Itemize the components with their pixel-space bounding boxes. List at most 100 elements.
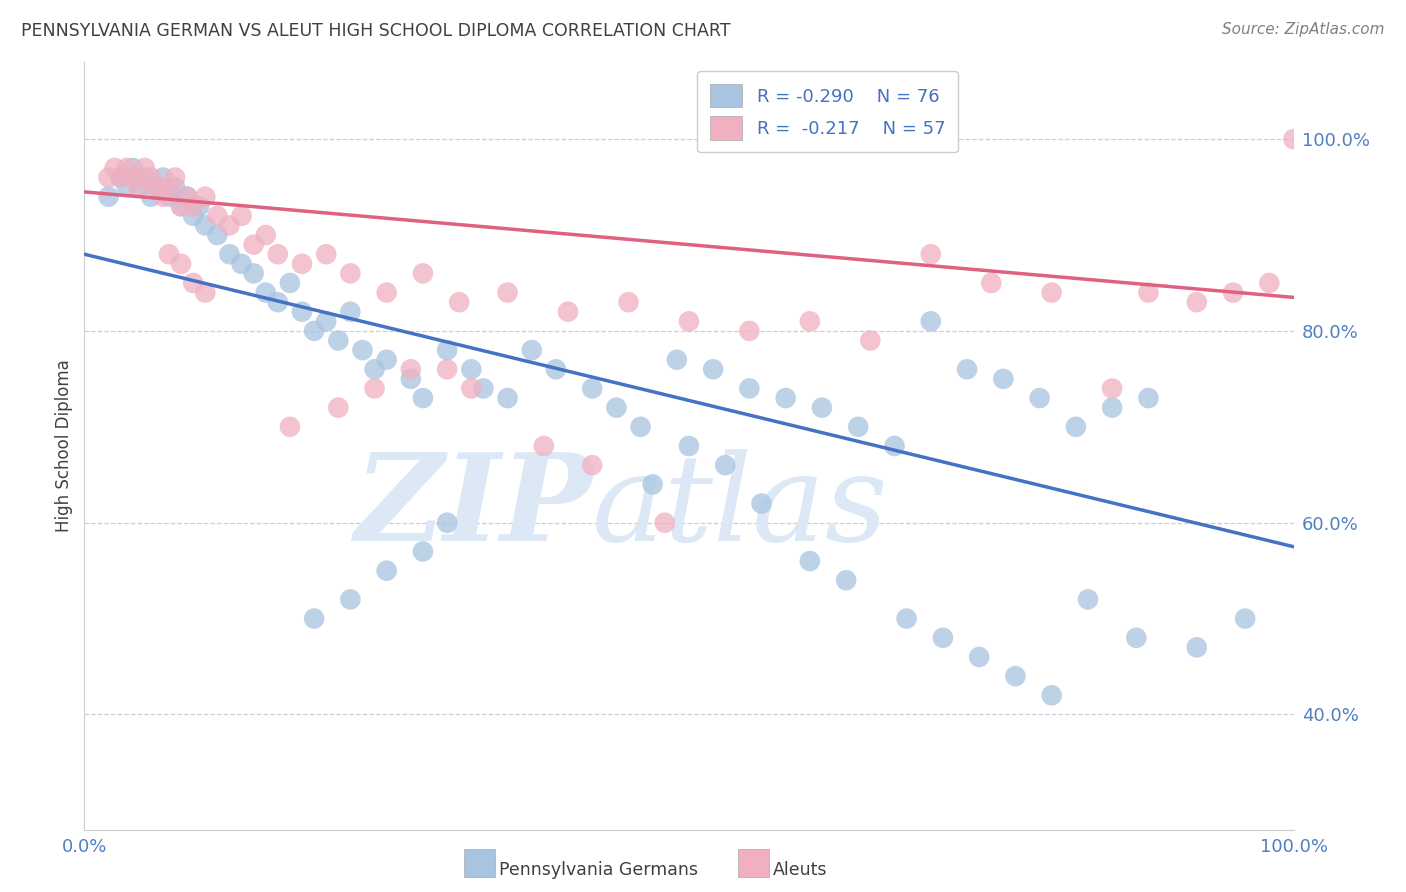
Point <box>181 199 204 213</box>
Point <box>617 295 640 310</box>
Point <box>896 612 918 626</box>
Point <box>291 257 314 271</box>
Point <box>520 343 543 358</box>
Point <box>328 401 350 415</box>
Point <box>1101 382 1123 396</box>
Point <box>267 247 290 261</box>
Point <box>152 190 174 204</box>
Point <box>194 219 217 233</box>
Point <box>157 180 180 194</box>
Point <box>375 352 398 367</box>
Point <box>605 401 627 415</box>
Point <box>799 314 821 328</box>
Point <box>1125 631 1147 645</box>
Text: Aleuts: Aleuts <box>773 861 828 879</box>
Point <box>134 161 156 175</box>
Point <box>207 209 229 223</box>
Text: atlas: atlas <box>592 449 889 566</box>
Point <box>920 314 942 328</box>
Point <box>157 247 180 261</box>
Point <box>399 372 422 386</box>
Point <box>339 592 361 607</box>
Point <box>165 180 187 194</box>
Point <box>436 516 458 530</box>
Point <box>496 391 519 405</box>
Point <box>146 180 169 194</box>
Point <box>436 362 458 376</box>
Point <box>472 382 495 396</box>
Point <box>302 612 325 626</box>
Point <box>242 237 264 252</box>
Point <box>654 516 676 530</box>
Point <box>920 247 942 261</box>
Point <box>846 420 869 434</box>
Point <box>339 266 361 280</box>
Point <box>267 295 290 310</box>
Point <box>665 352 688 367</box>
Point <box>496 285 519 300</box>
Point <box>121 170 143 185</box>
Point <box>436 343 458 358</box>
Point <box>278 276 301 290</box>
Point <box>115 180 138 194</box>
Point <box>544 362 567 376</box>
Point <box>1040 689 1063 703</box>
Point <box>835 574 858 588</box>
Point <box>980 276 1002 290</box>
Point <box>399 362 422 376</box>
Point <box>581 382 603 396</box>
Point <box>115 161 138 175</box>
Point <box>207 228 229 243</box>
Point <box>218 219 240 233</box>
FancyBboxPatch shape <box>738 849 769 877</box>
Point <box>1185 640 1208 655</box>
Point <box>254 285 277 300</box>
Point <box>139 190 162 204</box>
Point <box>170 199 193 213</box>
Point <box>315 314 337 328</box>
Point <box>278 420 301 434</box>
Point <box>1222 285 1244 300</box>
Point <box>176 190 198 204</box>
Point <box>956 362 979 376</box>
Point <box>121 161 143 175</box>
Point <box>1282 132 1305 146</box>
Point <box>678 314 700 328</box>
Y-axis label: High School Diploma: High School Diploma <box>55 359 73 533</box>
Point <box>412 391 434 405</box>
Point <box>1137 391 1160 405</box>
FancyBboxPatch shape <box>464 849 495 877</box>
Text: ZIP: ZIP <box>354 448 592 566</box>
Point <box>412 544 434 558</box>
Point <box>170 257 193 271</box>
Point <box>231 209 253 223</box>
Point <box>1077 592 1099 607</box>
Point <box>363 382 385 396</box>
Point <box>242 266 264 280</box>
Point <box>128 180 150 194</box>
Point <box>375 564 398 578</box>
Point <box>738 382 761 396</box>
Point <box>231 257 253 271</box>
Point <box>678 439 700 453</box>
Point <box>110 170 132 185</box>
Point <box>176 190 198 204</box>
Point <box>967 650 990 665</box>
Point <box>751 497 773 511</box>
Point <box>460 382 482 396</box>
Point <box>811 401 834 415</box>
Point <box>157 190 180 204</box>
Point <box>218 247 240 261</box>
Point <box>181 276 204 290</box>
Point <box>557 305 579 319</box>
Point <box>291 305 314 319</box>
Point <box>1064 420 1087 434</box>
Point <box>1004 669 1026 683</box>
Point <box>97 170 120 185</box>
Point <box>932 631 955 645</box>
Point <box>134 170 156 185</box>
Point <box>146 180 169 194</box>
Point <box>1137 285 1160 300</box>
Point <box>104 161 127 175</box>
Point <box>194 285 217 300</box>
